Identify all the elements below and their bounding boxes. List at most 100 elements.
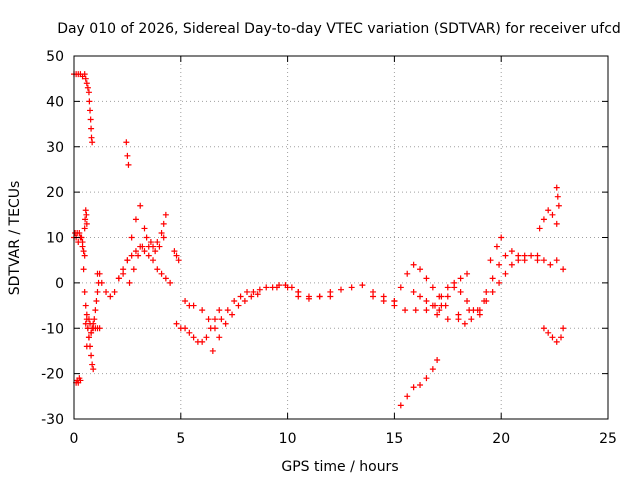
data-point: [167, 279, 174, 286]
data-point: [241, 298, 248, 305]
data-point: [211, 316, 218, 323]
data-point: [431, 302, 438, 309]
data-point: [89, 361, 96, 368]
data-point: [305, 295, 312, 302]
data-point: [410, 261, 417, 268]
data-point: [98, 279, 105, 286]
data-point: [83, 343, 90, 350]
data-point: [88, 134, 95, 141]
series-mid-zig-4: [417, 266, 449, 309]
data-point: [154, 266, 161, 273]
data-point: [508, 248, 515, 255]
y-tick-label: 50: [46, 49, 64, 65]
data-point: [162, 275, 169, 282]
data-point: [84, 84, 91, 91]
data-point: [173, 252, 180, 259]
data-point: [103, 288, 110, 295]
x-tick-label: 15: [385, 431, 403, 447]
data-point: [404, 393, 411, 400]
series-late-rise-c: [487, 234, 505, 264]
data-point: [423, 275, 430, 282]
data-point: [498, 234, 505, 241]
series-mid-lines: [370, 293, 483, 323]
data-point: [107, 293, 114, 300]
data-points: [71, 71, 567, 409]
data-point: [348, 284, 355, 291]
data-point: [162, 211, 169, 218]
data-point: [218, 316, 225, 323]
data-point: [483, 288, 490, 295]
y-tick-label: -30: [41, 412, 64, 428]
data-point: [130, 266, 137, 273]
data-point: [94, 288, 101, 295]
data-point: [150, 257, 157, 264]
data-point: [182, 298, 189, 305]
data-point: [88, 125, 95, 132]
data-point: [338, 286, 344, 293]
series-mid-zig-1: [391, 261, 417, 305]
series-rise-b: [209, 291, 261, 354]
data-point: [152, 248, 159, 255]
data-point: [115, 275, 122, 282]
data-point: [141, 248, 148, 255]
data-point: [141, 225, 148, 232]
data-point: [132, 216, 139, 223]
data-point: [211, 325, 218, 332]
data-point: [496, 279, 503, 286]
data-point: [284, 284, 291, 291]
data-point: [417, 266, 424, 273]
x-tick-label: 0: [70, 431, 79, 447]
data-point: [244, 288, 251, 295]
data-point: [438, 302, 445, 309]
data-point: [231, 298, 238, 305]
data-point: [156, 243, 163, 250]
data-point: [77, 377, 84, 384]
data-point: [553, 184, 560, 191]
data-point: [457, 288, 464, 295]
data-point: [468, 316, 475, 323]
data-point: [397, 284, 404, 291]
data-point: [80, 248, 87, 255]
data-point: [436, 293, 443, 300]
data-point: [545, 329, 552, 336]
data-point: [295, 293, 302, 300]
data-point: [158, 270, 165, 277]
y-tick-label: -20: [41, 367, 64, 383]
data-point: [444, 284, 451, 291]
data-point: [417, 381, 424, 388]
data-point: [549, 334, 556, 341]
data-point: [464, 270, 471, 277]
y-tick-label: 0: [55, 276, 64, 292]
data-point: [92, 307, 99, 314]
data-point: [256, 286, 263, 293]
data-point: [132, 248, 139, 255]
data-point: [429, 366, 436, 373]
data-point: [85, 316, 92, 323]
data-point: [158, 229, 165, 236]
data-point: [521, 257, 528, 264]
grid-lines: [74, 56, 608, 419]
data-point: [190, 334, 197, 341]
series-end-low: [540, 325, 567, 345]
y-axis-ticks: -30 -20 -10 0 10 20 30 40 50: [41, 49, 608, 428]
data-point: [199, 307, 206, 314]
data-point: [423, 375, 430, 382]
data-point: [380, 298, 387, 305]
data-point: [464, 298, 471, 305]
data-point: [502, 270, 509, 277]
data-point: [145, 252, 152, 259]
series-arc-2: [115, 202, 169, 282]
data-point: [143, 234, 150, 241]
series-arc-3: [126, 234, 167, 286]
data-point: [205, 316, 212, 323]
data-point: [316, 293, 323, 300]
data-point: [87, 107, 94, 114]
x-tick-label: 25: [599, 431, 617, 447]
data-point: [171, 248, 178, 255]
y-axis-label: SDTVAR / TECUs: [7, 181, 23, 296]
data-point: [489, 288, 496, 295]
data-point: [553, 220, 560, 227]
data-point: [370, 293, 377, 300]
data-point: [137, 202, 144, 209]
